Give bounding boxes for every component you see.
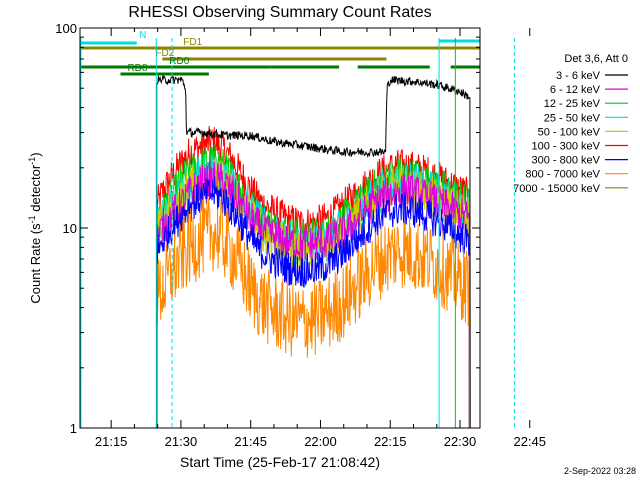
legend-label: 3 - 6 keV (556, 70, 601, 82)
flag-label: RD0 (169, 56, 189, 67)
flag-label: RD8 (127, 63, 147, 74)
series-line (156, 74, 471, 429)
legend-label: 300 - 800 keV (532, 155, 601, 167)
series-line (156, 159, 470, 428)
legend-label: 800 - 7000 keV (525, 169, 600, 181)
legend-label: 25 - 50 keV (544, 112, 601, 124)
x-tick-label: 21:15 (95, 434, 128, 449)
x-axis: 21:15 21:30 21:45 22:00 22:15 22:30 22:45 (95, 28, 546, 449)
x-tick-label: 22:00 (304, 434, 337, 449)
series-line (156, 197, 470, 428)
y-tick-label: 10 (63, 221, 77, 236)
x-tick-label: 22:45 (513, 434, 546, 449)
y-tick-label: 100 (55, 21, 77, 36)
legend: 3 - 6 keV 6 - 12 keV 12 - 25 keV 25 - 50 ke… (513, 70, 628, 195)
legend-label: 100 - 300 keV (532, 141, 601, 153)
flag-label: FD1 (183, 37, 202, 48)
footer-timestamp: 2-Sep-2022 03:28 (564, 466, 636, 476)
series-line (156, 176, 470, 428)
legend-title: Det 3,6, Att 0 (564, 53, 628, 65)
x-axis-label: Start Time (25-Feb-17 21:08:42) (180, 454, 380, 470)
x-tick-label: 22:30 (444, 434, 477, 449)
data-layer (156, 74, 471, 429)
y-axis: 1 10 100 (55, 21, 480, 436)
y-axis-label: Count Rate (s-1 detector-1) (27, 152, 43, 303)
x-tick-label: 21:45 (234, 434, 267, 449)
y-tick-label: 1 (70, 421, 77, 436)
vline-layer (80, 38, 515, 428)
flag-label: N (139, 30, 146, 41)
x-tick-label: 21:30 (165, 434, 198, 449)
series-line (156, 125, 470, 428)
legend-label: 6 - 12 keV (550, 84, 601, 96)
series-line (156, 154, 470, 428)
chart-title: RHESSI Observing Summary Count Rates (128, 4, 431, 21)
legend-label: 12 - 25 keV (544, 98, 601, 110)
x-tick-label: 22:15 (374, 434, 407, 449)
legend-label: 50 - 100 keV (538, 126, 601, 138)
legend-label: 7000 - 15000 keV (513, 183, 601, 195)
flag-label: FD2 (155, 48, 174, 59)
